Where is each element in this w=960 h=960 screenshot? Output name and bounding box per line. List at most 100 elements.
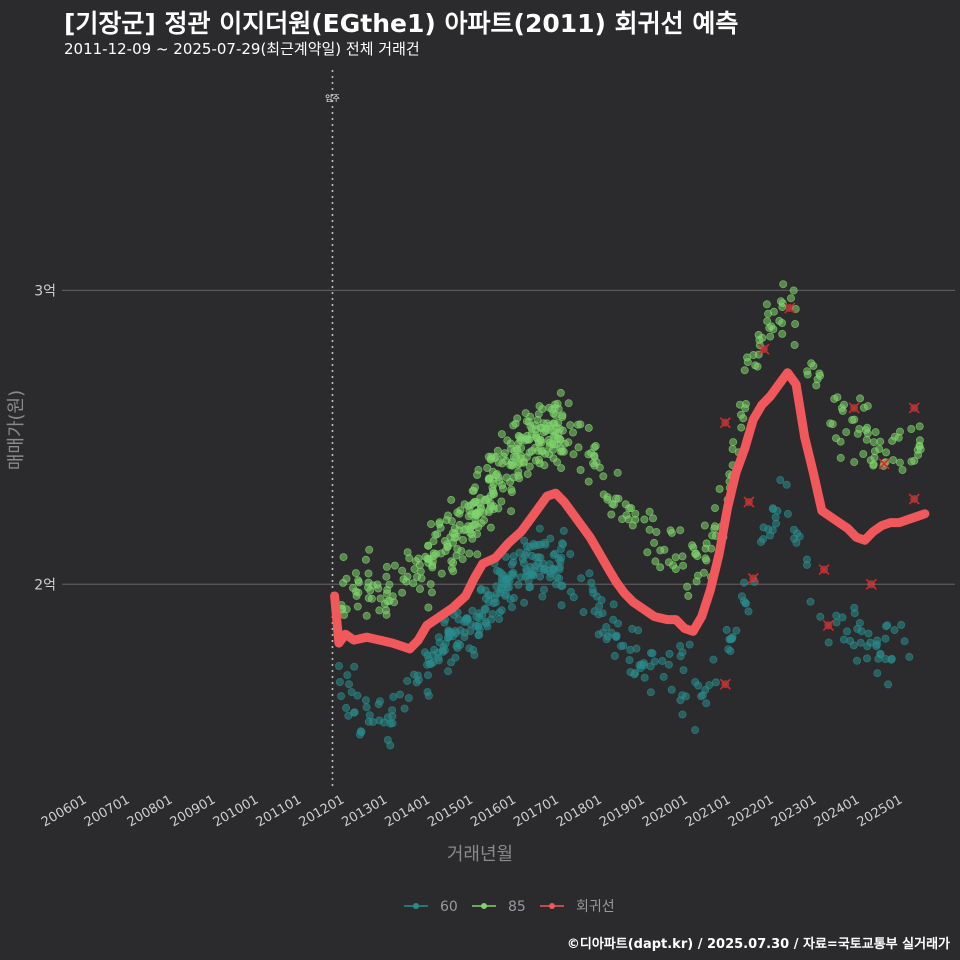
data-point — [874, 654, 883, 663]
data-point — [700, 521, 709, 530]
data-point — [484, 452, 493, 461]
data-point — [492, 566, 501, 575]
data-point — [465, 644, 474, 653]
data-point — [537, 438, 546, 447]
data-point — [678, 710, 687, 719]
data-point — [351, 569, 360, 578]
data-point — [488, 467, 497, 476]
data-point — [550, 565, 559, 574]
data-point — [659, 672, 668, 681]
data-point — [390, 561, 399, 570]
data-point — [531, 553, 540, 562]
data-point — [423, 671, 432, 680]
data-point — [484, 598, 493, 607]
data-point — [585, 569, 594, 578]
data-point — [671, 553, 680, 562]
data-point — [711, 678, 720, 687]
data-point — [558, 581, 567, 590]
data-point — [353, 691, 362, 700]
data-point — [602, 623, 611, 632]
data-point — [576, 465, 585, 474]
source-caption: ©디아파트(dapt.kr) / 2025.07.30 / 자료=국토교통부 실… — [566, 937, 950, 952]
data-point — [859, 449, 868, 458]
x-tick-label: 201901 — [597, 792, 647, 830]
data-point — [365, 711, 374, 720]
data-point — [652, 528, 661, 537]
x-marker-stroke — [784, 302, 796, 314]
x-marker-stroke — [865, 578, 877, 590]
data-point — [640, 673, 649, 682]
data-point — [481, 586, 490, 595]
legend-label: 회귀선 — [576, 899, 615, 915]
data-point — [457, 547, 466, 556]
data-point — [433, 530, 442, 539]
x-tick-label: 201101 — [254, 792, 304, 830]
x-marker — [848, 402, 860, 414]
data-point — [474, 622, 483, 631]
data-point — [631, 669, 640, 678]
data-point — [724, 645, 733, 654]
x-marker-stroke — [719, 678, 731, 690]
data-point — [507, 488, 516, 497]
data-point — [343, 671, 352, 680]
data-point — [427, 588, 436, 597]
data-point — [388, 712, 397, 721]
data-point — [836, 453, 845, 462]
data-point — [683, 582, 692, 591]
x-marker-stroke — [758, 343, 770, 355]
data-point — [755, 335, 764, 344]
data-point — [660, 545, 669, 554]
data-point — [836, 437, 845, 446]
data-point — [545, 450, 554, 459]
x-marker-stroke — [908, 402, 920, 414]
y-tick-label: 3억 — [34, 283, 56, 299]
data-point — [671, 565, 680, 574]
legend-swatch-dot — [413, 903, 419, 909]
data-point — [348, 583, 357, 592]
x-marker — [908, 493, 920, 505]
data-point — [525, 448, 534, 457]
data-point — [353, 602, 362, 611]
data-point — [546, 534, 555, 543]
data-point — [559, 540, 568, 549]
data-point — [459, 536, 468, 545]
data-point — [635, 661, 644, 670]
data-point — [375, 606, 384, 615]
x-marker — [878, 458, 890, 470]
data-point — [869, 461, 878, 470]
data-point — [455, 520, 464, 529]
data-point — [386, 741, 395, 750]
data-point — [416, 567, 425, 576]
data-point — [691, 726, 700, 735]
x-marker — [908, 402, 920, 414]
data-point — [362, 703, 371, 712]
data-point — [466, 529, 475, 538]
move-in-label: 입주 — [325, 94, 340, 103]
data-point — [863, 642, 872, 651]
data-point — [737, 423, 746, 432]
data-point — [409, 670, 418, 679]
legend-label: 85 — [508, 899, 526, 915]
data-point — [863, 429, 872, 438]
data-point — [643, 548, 652, 557]
data-point — [400, 704, 409, 713]
data-point — [579, 608, 588, 617]
data-point — [439, 647, 448, 656]
x-markers — [719, 302, 920, 690]
data-point — [664, 558, 673, 567]
data-point — [350, 708, 359, 717]
data-point — [816, 371, 825, 380]
data-point — [497, 497, 506, 506]
data-point — [429, 537, 438, 546]
y-tick-label: 2억 — [34, 577, 56, 593]
data-point — [536, 564, 545, 573]
data-points — [334, 280, 925, 750]
data-point — [504, 583, 513, 592]
data-point — [753, 362, 762, 371]
data-point — [337, 692, 346, 701]
data-point — [395, 690, 404, 699]
data-point — [423, 688, 432, 697]
data-point — [464, 512, 473, 521]
data-point — [532, 425, 541, 434]
